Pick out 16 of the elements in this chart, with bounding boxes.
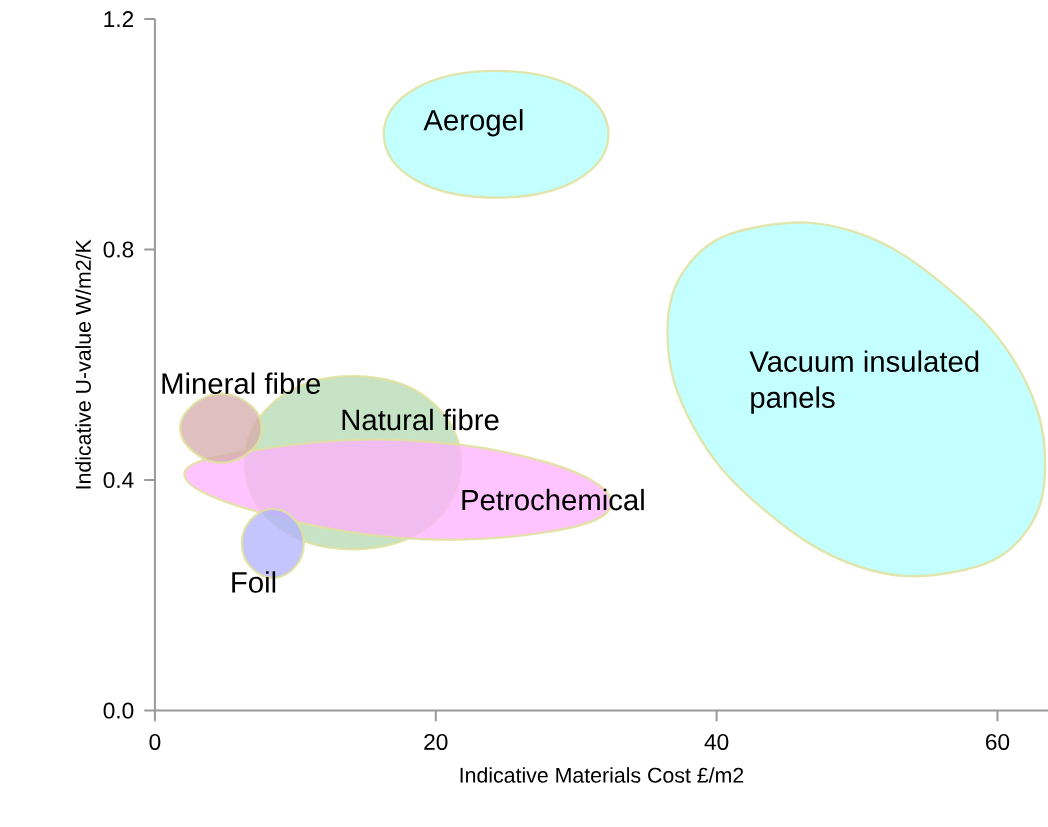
- y-tick-label: 0.8: [103, 241, 134, 258]
- y-tick-label: 1.2: [104, 11, 134, 28]
- y-tick-label: 0.4: [103, 472, 134, 489]
- x-axis-title: Indicative Materials Cost £/m2: [460, 767, 744, 784]
- annotation: Petrochemical: [462, 489, 644, 511]
- annotation: Mineral fibre: [162, 372, 321, 395]
- x-tick-label: 0: [149, 734, 161, 751]
- y-tick-label: 0.0: [103, 702, 134, 719]
- annotation: Vacuum insulated panels: [749, 350, 979, 414]
- annotation: Natural fibre: [342, 408, 499, 431]
- x-tick-label: 40: [704, 734, 729, 751]
- annotation: Foil: [232, 571, 276, 594]
- x-tick-label: 60: [986, 734, 1010, 751]
- y-axis-title: Indicative U-value W/m2/K: [75, 239, 91, 489]
- x-tick-label: 20: [424, 734, 448, 751]
- annotation: Aerogel: [423, 109, 523, 137]
